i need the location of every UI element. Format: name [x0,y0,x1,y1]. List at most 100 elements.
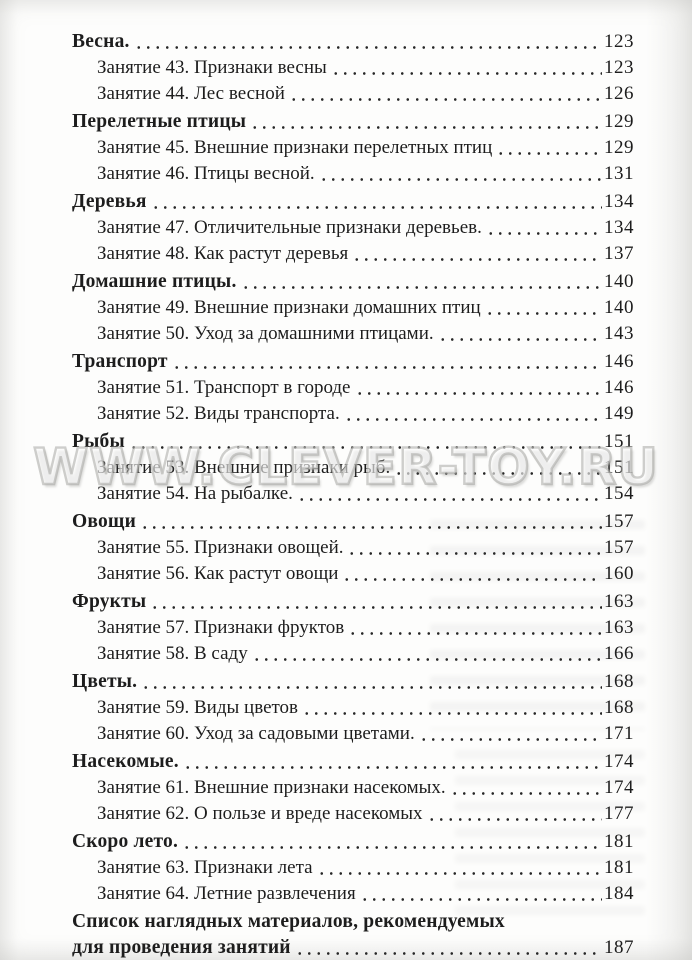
dot-leader [240,269,602,295]
toc-entry: Занятие 57. Признаки фруктов 163 [72,615,634,641]
toc-entry-label: Занятие 46. Птицы весной. [97,163,315,184]
dot-leader [250,109,602,135]
toc-entry-page: 134 [604,191,634,212]
toc-entry-page: 154 [604,483,634,504]
toc-entry-page: 184 [604,883,634,904]
dot-leader [484,295,602,321]
toc-entry-label: Занятие 62. О пользе и вреде насекомых [97,803,423,824]
toc-entry: Занятие 45. Внешние признаки перелетных … [72,135,634,161]
toc-entry: Список наглядных материалов, рекомендуем… [72,909,634,935]
dot-leader [302,695,602,721]
toc-entry-label: Занятие 51. Транспорт в городе [97,377,351,398]
toc-entry: Цветы. 168 [72,669,634,695]
toc-entry: для проведения занятий 187 [72,935,634,960]
toc-entry-label: Занятие 45. Внешние признаки перелетных … [97,137,493,158]
toc-entry: Занятие 64. Летние развлечения 184 [72,881,634,907]
toc-entry-page: 149 [604,403,634,424]
table-of-contents: Весна. 123 Занятие 43. Признаки весны 12… [72,27,634,960]
toc-entry-label: Перелетные птицы [72,111,247,132]
toc-entry: Насекомые. 174 [72,749,634,775]
toc-entry: Занятие 53. Внешние признаки рыб. 151 [72,455,634,481]
toc-entry-label: Занятие 43. Признаки весны [97,57,327,78]
dot-leader [316,855,602,881]
dot-leader [133,29,602,55]
dot-leader [140,509,602,535]
toc-entry-page: 140 [604,271,634,292]
toc-entry: Фрукты 163 [72,589,634,615]
toc-entry: Занятие 51. Транспорт в городе 146 [72,375,634,401]
toc-entry-page: 174 [604,777,634,798]
dot-leader [330,55,602,81]
toc-entry-label: Занятие 61. Внешние признаки насекомых. [97,777,446,798]
dot-leader [418,721,602,747]
toc-entry-page: 174 [604,751,634,772]
dot-leader [449,775,602,801]
toc-entry-page: 134 [604,217,634,238]
dot-leader [150,589,602,615]
toc-entry-page: 157 [604,511,634,532]
dot-leader [496,135,602,161]
toc-entry: Занятие 43. Признаки весны 123 [72,55,634,81]
toc-entry-page: 140 [604,297,634,318]
dot-leader [359,881,602,907]
dot-leader [288,81,602,107]
toc-entry-page: 160 [604,563,634,584]
toc-entry: Весна. 123 [72,29,634,55]
toc-entry-page: 126 [604,83,634,104]
toc-entry-label: Занятие 50. Уход за домашними птицами. [97,323,434,344]
toc-entry-page: 171 [604,723,634,744]
toc-entry: Занятие 63. Признаки лета 181 [72,855,634,881]
toc-entry: Занятие 50. Уход за домашними птицами. 1… [72,321,634,347]
dot-leader [352,241,602,267]
toc-entry: Транспорт 146 [72,349,634,375]
toc-entry-label: для проведения занятий [72,937,291,958]
toc-entry: Занятие 47. Отличительные признаки дерев… [72,215,634,241]
toc-entry-page: 137 [604,243,634,264]
toc-entry: Занятие 52. Виды транспорта. 149 [72,401,634,427]
toc-entry-page: 151 [604,431,634,452]
toc-entry-label: Занятие 59. Виды цветов [97,697,299,718]
toc-entry: Занятие 48. Как растут деревья 137 [72,241,634,267]
toc-entry-page: 177 [604,803,634,824]
toc-entry-label: Занятие 64. Летние развлечения [97,883,356,904]
toc-entry: Овощи 157 [72,509,634,535]
toc-entry-page: 181 [604,831,634,852]
toc-entry-label: Занятие 55. Признаки овощей. [97,537,344,558]
toc-entry-label: Занятие 57. Признаки фруктов [97,617,345,638]
toc-entry-page: 168 [604,671,634,692]
dot-leader [251,641,602,667]
dot-leader [394,455,602,481]
dot-leader [296,481,602,507]
toc-entry-label: Цветы. [72,671,138,692]
toc-entry-label: Рыбы [72,431,125,452]
toc-entry-label: Домашние птицы. [72,271,237,292]
toc-entry-page: 187 [604,937,634,958]
toc-entry: Домашние птицы. 140 [72,269,634,295]
dot-leader [294,935,602,960]
toc-entry-page: 129 [604,137,634,158]
toc-entry-page: 181 [604,857,634,878]
toc-entry-label: Весна. [72,31,130,52]
toc-entry: Перелетные птицы 129 [72,109,634,135]
toc-entry-label: Занятие 54. На рыбалке. [97,483,293,504]
dot-leader [171,349,602,375]
toc-entry-label: Занятие 60. Уход за садовыми цветами. [97,723,415,744]
toc-entry-page: 166 [604,643,634,664]
toc-entry-page: 123 [604,31,634,52]
toc-entry: Занятие 49. Внешние признаки домашних пт… [72,295,634,321]
dot-leader [342,561,602,587]
toc-entry-label: Занятие 56. Как растут овощи [97,563,339,584]
toc-entry-page: 157 [604,537,634,558]
toc-entry-label: Занятие 58. В саду [97,643,248,664]
toc-entry-page: 163 [604,617,634,638]
dot-leader [318,161,602,187]
toc-entry-page: 168 [604,697,634,718]
toc-entry: Занятие 59. Виды цветов 168 [72,695,634,721]
toc-entry-label: Занятие 44. Лес весной [97,83,285,104]
toc-entry-label: Занятие 47. Отличительные признаки дерев… [97,217,482,238]
dot-leader [347,535,602,561]
dot-leader [128,429,602,455]
toc-entry-page: 131 [604,163,634,184]
toc-entry-label: Список наглядных материалов, рекомендуем… [72,911,505,932]
toc-entry-page: 123 [604,57,634,78]
